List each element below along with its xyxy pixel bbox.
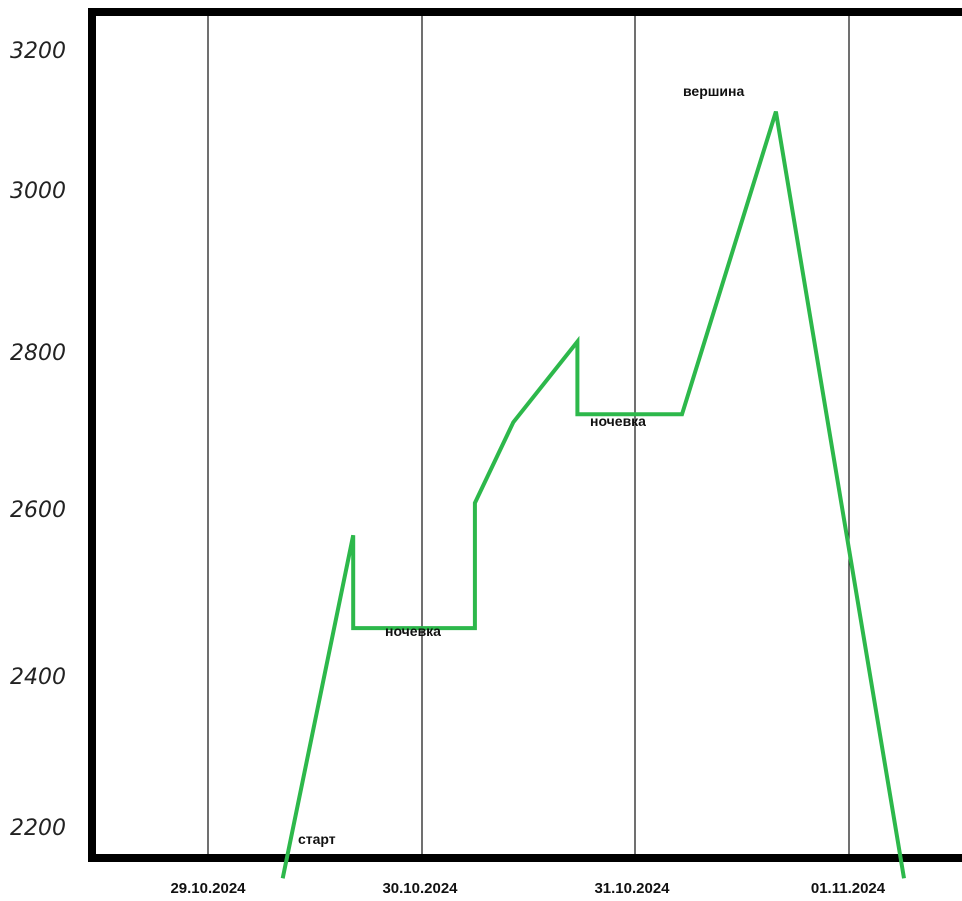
y-axis-ticks: 2200 2400 2600 2800 3000 3200 [10, 39, 66, 841]
annotations: старт ночевка ночевка вершина [298, 83, 744, 847]
series-group [280, 111, 906, 879]
y-tick-label: 3000 [10, 179, 66, 204]
y-tick-label: 2200 [10, 816, 66, 841]
x-tick-label: 01.11.2024 [811, 880, 886, 897]
chart-frame [88, 8, 962, 862]
x-tick-label: 29.10.2024 [170, 880, 246, 897]
x-tick-label: 30.10.2024 [382, 880, 458, 897]
y-tick-label: 3200 [10, 39, 66, 64]
x-axis-ticks: 29.10.2024 30.10.2024 31.10.2024 01.11.2024 [170, 880, 885, 897]
y-tick-label: 2600 [10, 498, 66, 523]
series-line [280, 111, 906, 879]
x-tick-label: 31.10.2024 [594, 880, 670, 897]
gridlines [207, 12, 850, 858]
annotation-summit: вершина [683, 83, 744, 99]
annotation-camp-2: ночевка [590, 413, 646, 429]
y-tick-label: 2800 [10, 341, 66, 366]
annotation-camp-1: ночевка [385, 623, 441, 639]
annotation-start: старт [298, 831, 336, 847]
y-tick-label: 2400 [10, 665, 66, 690]
